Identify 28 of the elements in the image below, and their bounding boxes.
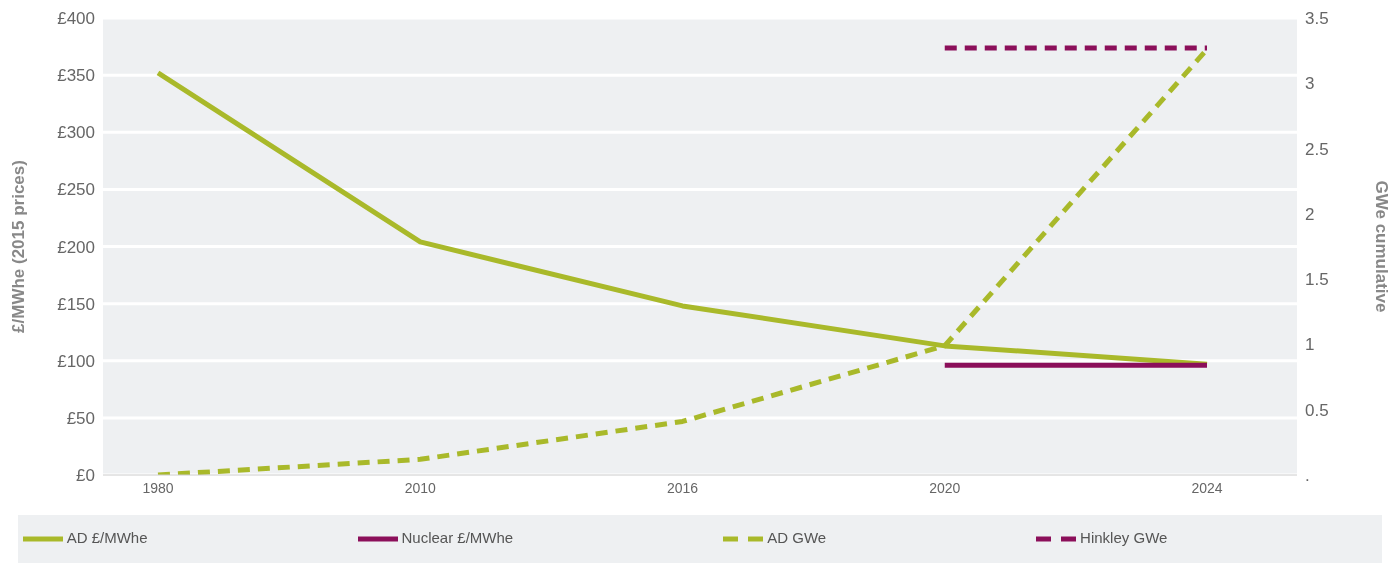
y-axis-title: £/MWhe (2015 prices) bbox=[9, 160, 29, 333]
y2-tick-label: 2 bbox=[1305, 204, 1315, 224]
y-tick-label: £250 bbox=[57, 180, 95, 200]
y2-axis-title: GWe cumulative bbox=[1371, 180, 1391, 313]
x-tick-label: 1980 bbox=[142, 479, 174, 496]
y2-tick-label: 3.5 bbox=[1305, 9, 1329, 29]
y2-tick-label: . bbox=[1305, 466, 1310, 486]
y-tick-label: £350 bbox=[57, 66, 95, 86]
x-tick-label: 2024 bbox=[1191, 479, 1223, 496]
legend-label: AD £/MWhe bbox=[66, 528, 148, 546]
y-tick-label: £150 bbox=[57, 294, 95, 314]
y-tick-label: £100 bbox=[57, 351, 95, 371]
y-tick-label: £300 bbox=[57, 123, 95, 143]
y2-tick-label: 0.5 bbox=[1305, 400, 1329, 420]
y2-tick-label: 2.5 bbox=[1305, 139, 1329, 159]
y-tick-label: £200 bbox=[57, 237, 95, 257]
x-tick-label: 2016 bbox=[666, 479, 699, 496]
legend-label: Nuclear £/MWhe bbox=[401, 528, 514, 546]
x-tick-label: 2010 bbox=[404, 479, 437, 496]
y2-tick-label: 1 bbox=[1305, 335, 1315, 355]
y-tick-label: £400 bbox=[57, 9, 95, 29]
legend-label: Hinkley GWe bbox=[1080, 528, 1168, 546]
y-tick-label: £50 bbox=[66, 408, 95, 428]
y2-tick-label: 3 bbox=[1305, 74, 1315, 94]
x-tick-label: 2020 bbox=[929, 479, 961, 496]
y2-tick-label: 1.5 bbox=[1305, 270, 1329, 290]
legend-label: AD GWe bbox=[767, 528, 827, 546]
y-tick-label: £0 bbox=[76, 466, 95, 486]
